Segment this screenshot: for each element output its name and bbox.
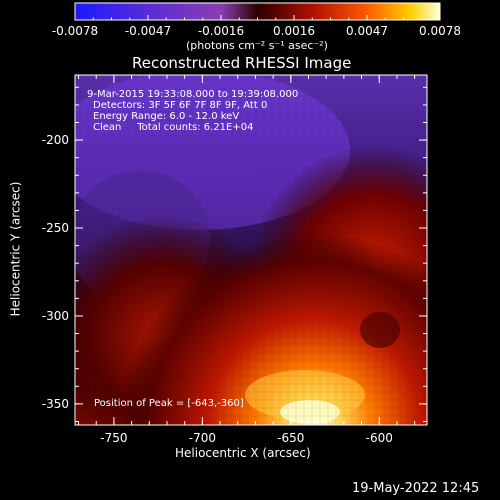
info-line-energy-range: Energy Range: 6.0 - 12.0 keV [93, 111, 240, 122]
x-axis-ticks [78, 75, 416, 425]
y-tick-label: -350 [42, 397, 69, 411]
colorbar-tick-label: -0.0078 [52, 24, 98, 38]
y-tick-label: -300 [42, 309, 69, 323]
y-axis-label: Heliocentric Y (arcsec) [8, 181, 23, 317]
info-line-detectors: Detectors: 3F 5F 6F 7F 8F 9F, Att 0 [93, 100, 268, 111]
colorbar-tick-labels: -0.0078 -0.0047 -0.0016 0.0016 0.0047 0.0078 [52, 24, 461, 38]
colorbar-tick-label: 0.0016 [273, 24, 315, 38]
plot-frame [74, 74, 428, 426]
colorbar-tick-label: 0.0047 [346, 24, 388, 38]
y-tick-label: -200 [42, 133, 69, 147]
colorbar-tick-label: 0.0078 [419, 24, 461, 38]
y-axis-ticks [75, 86, 427, 422]
info-line-time-range: 9-Mar-2015 19:33:08.000 to 19:39:08.000 [87, 89, 299, 100]
y-axis-tick-labels: -200 -250 -300 -350 [42, 133, 69, 411]
footer-timestamp: 19-May-2022 12:45 [352, 481, 480, 496]
colorbar-tick-label: -0.0047 [125, 24, 171, 38]
colorbar-units: (photons cm⁻² s⁻¹ asec⁻²) [186, 39, 328, 52]
x-axis-label: Heliocentric X (arcsec) [175, 446, 311, 460]
x-tick-label: -600 [366, 431, 393, 445]
peak-position-label: Position of Peak = [-643,-360] [94, 398, 244, 409]
image-area [75, 75, 427, 425]
x-tick-label: -700 [189, 431, 216, 445]
x-tick-label: -650 [277, 431, 304, 445]
info-line-clean-counts: Clean Total counts: 6.21E+04 [93, 122, 254, 133]
colorbar-tick-label: -0.0016 [198, 24, 244, 38]
x-tick-label: -750 [100, 431, 127, 445]
y-tick-label: -250 [42, 221, 69, 235]
x-axis-tick-labels: -750 -700 -650 -600 [100, 431, 393, 445]
plot-title: Reconstructed RHESSI Image [132, 54, 352, 72]
colorbar: -0.0078 -0.0047 -0.0016 0.0016 0.0047 0.0078 [52, 2, 461, 38]
colorbar-ticks [74, 15, 441, 20]
